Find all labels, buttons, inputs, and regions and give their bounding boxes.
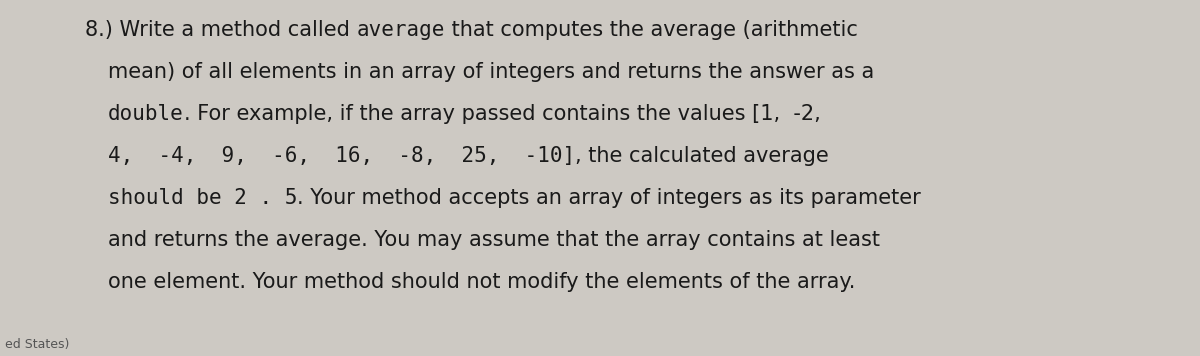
Text: one element. Your method should not modify the elements of the array.: one element. Your method should not modi… [108, 272, 856, 292]
Text: . For example, if the array passed contains the values [1,  -2,: . For example, if the array passed conta… [184, 104, 821, 124]
Text: 4,  -4,  9,  -6,  16,  -8,  25,  -10]: 4, -4, 9, -6, 16, -8, 25, -10] [108, 146, 575, 166]
Text: should be 2 . 5: should be 2 . 5 [108, 188, 298, 208]
Text: and returns the average. You may assume that the array contains at least: and returns the average. You may assume … [108, 230, 880, 250]
Text: average: average [356, 20, 445, 40]
Text: ed States): ed States) [5, 338, 70, 351]
Text: , the calculated average: , the calculated average [575, 146, 829, 166]
Text: 8.) Write a method called: 8.) Write a method called [85, 20, 356, 40]
Text: double: double [108, 104, 184, 124]
Text: . Your method accepts an array of integers as its parameter: . Your method accepts an array of intege… [298, 188, 922, 208]
Text: mean) of all elements in an array of integers and returns the answer as a: mean) of all elements in an array of int… [108, 62, 875, 82]
Text: that computes the average (arithmetic: that computes the average (arithmetic [445, 20, 858, 40]
